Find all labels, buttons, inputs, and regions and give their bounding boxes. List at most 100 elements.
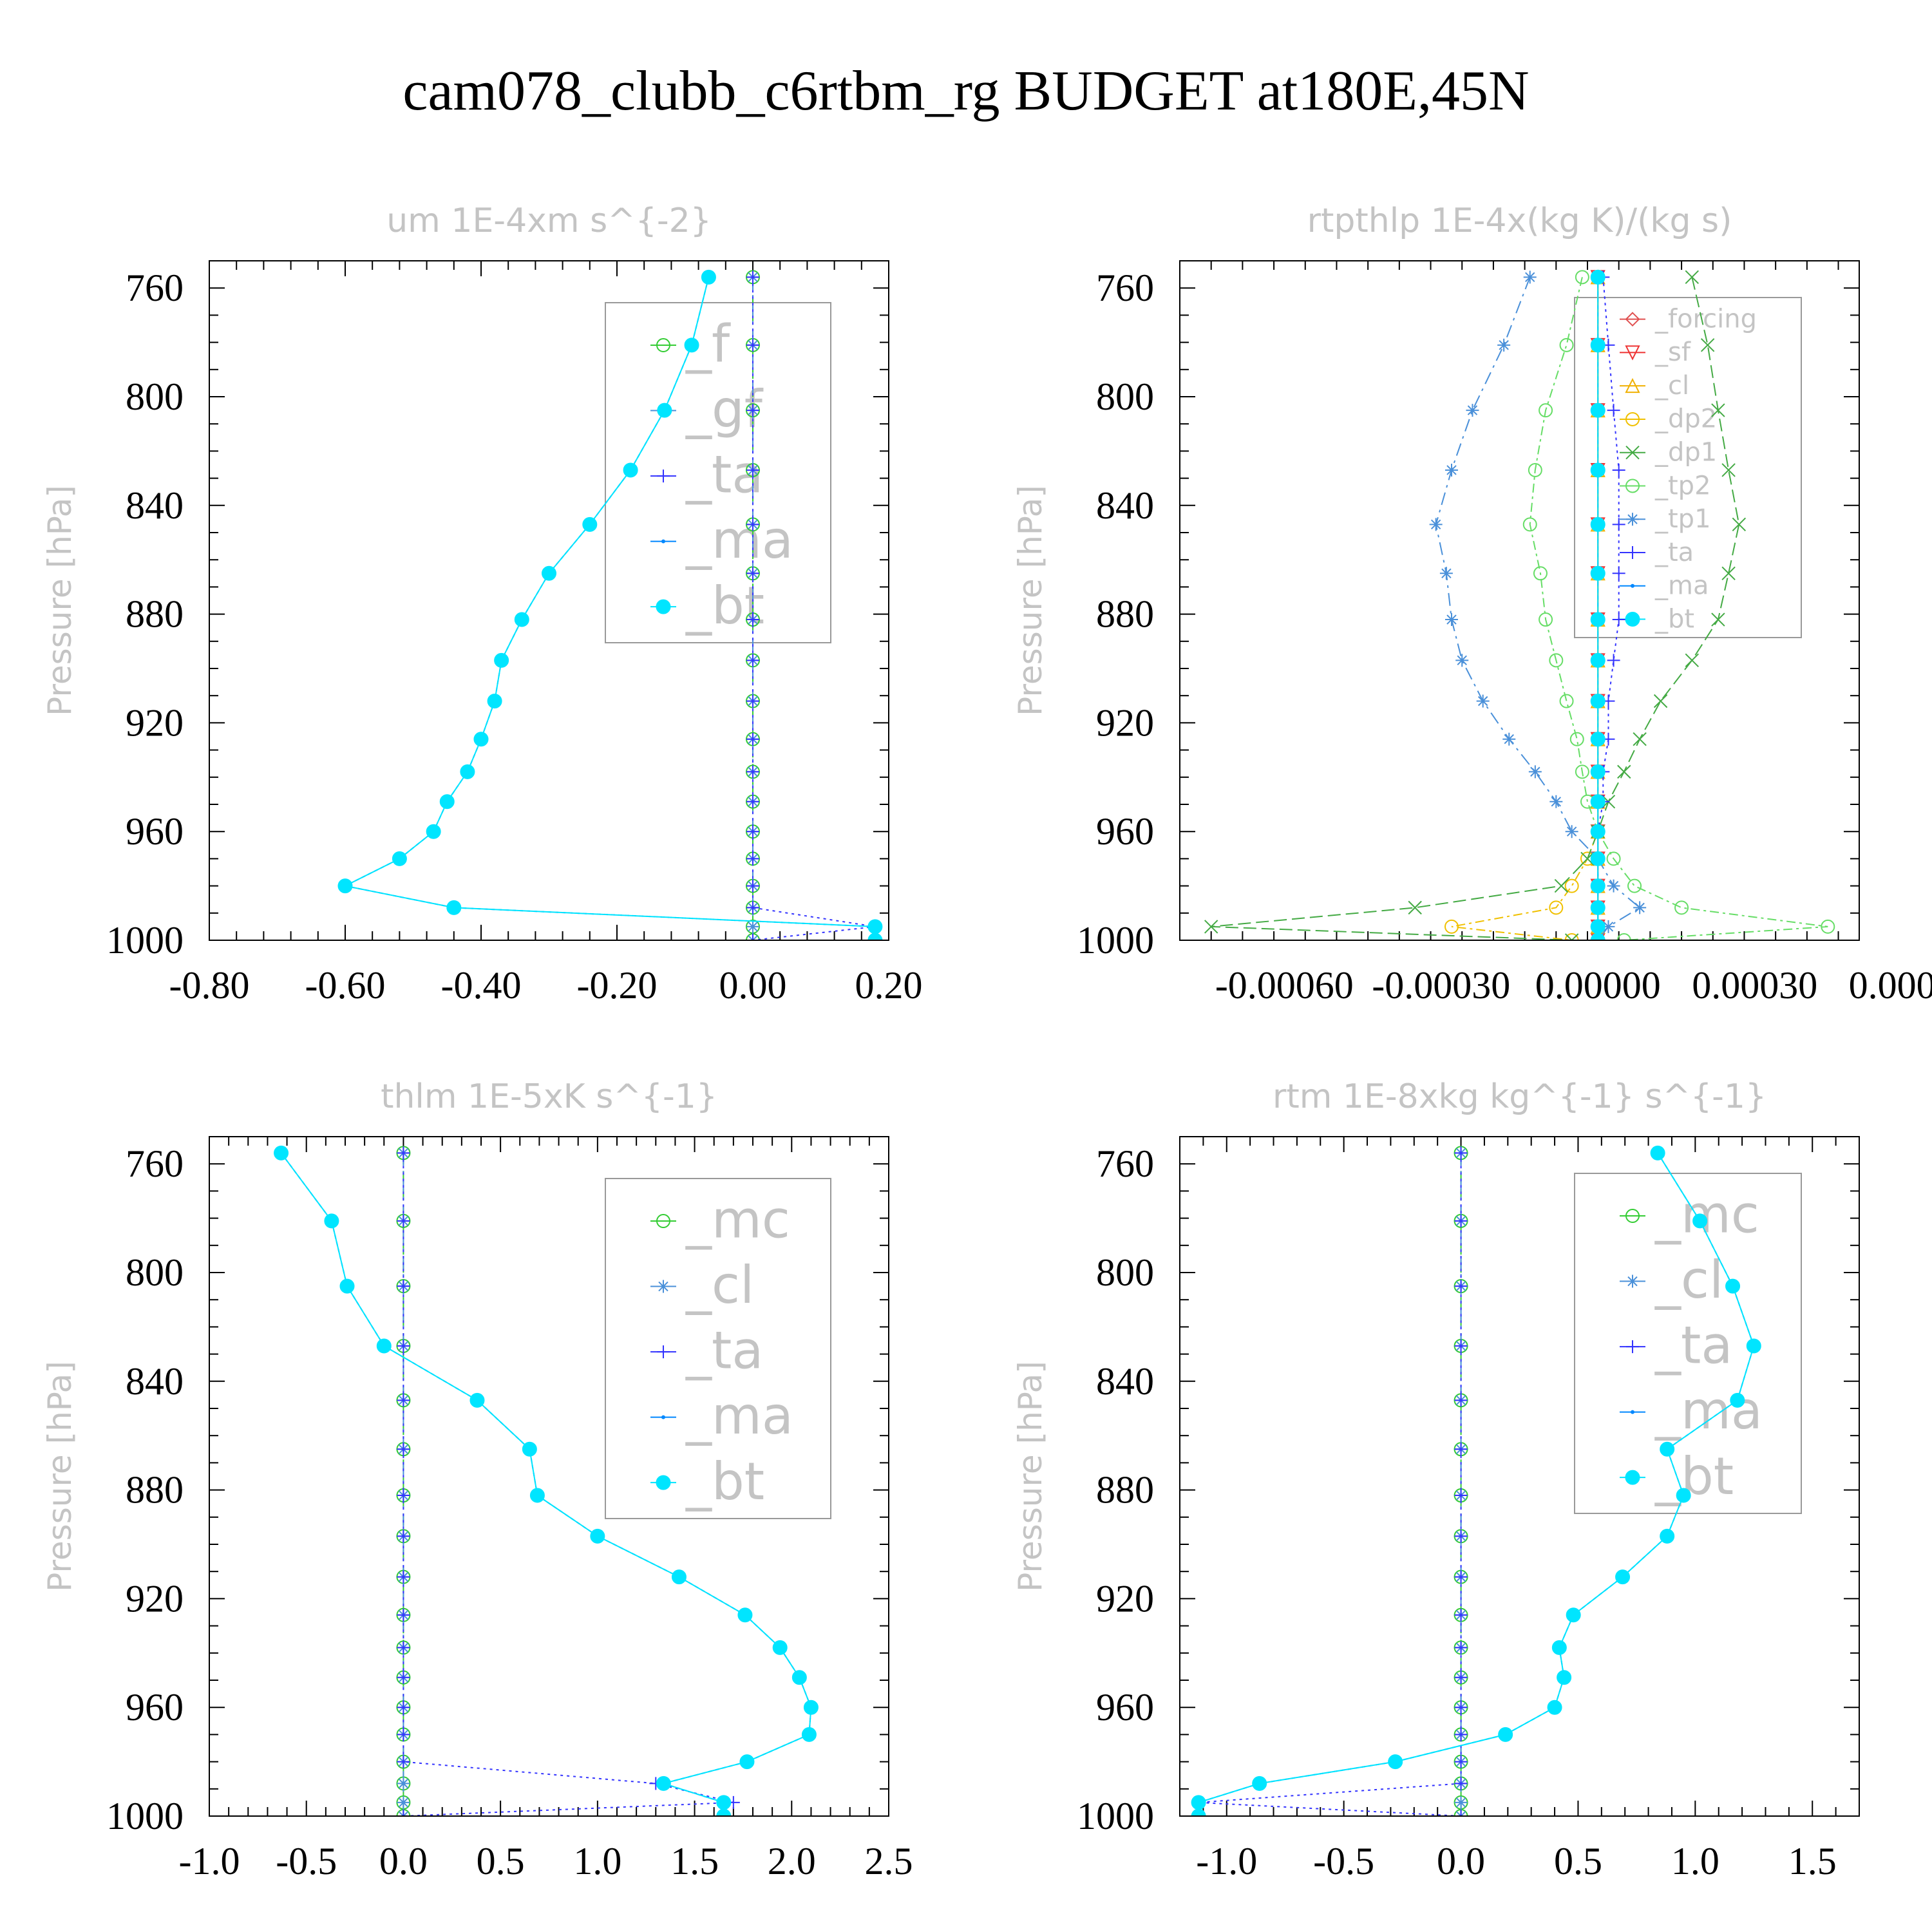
data-point (397, 1443, 410, 1456)
data-point (1633, 732, 1647, 746)
y-tick-label: 960 (126, 810, 184, 853)
series_dp2 (1444, 270, 1605, 940)
legend-marker (1626, 1340, 1639, 1354)
data-point (1502, 732, 1516, 746)
axis-ticks (1179, 1136, 1860, 1817)
data-point (746, 879, 759, 893)
data-point (1455, 654, 1469, 667)
y-tick-label: 760 (126, 267, 184, 309)
data-point (582, 516, 598, 532)
x-tick-label: 1.5 (670, 1840, 719, 1882)
data-point (1612, 613, 1625, 627)
legend: _mc_cl_ta_ma_bt (1574, 1173, 1802, 1514)
data-point (522, 1441, 537, 1457)
data-point (1627, 878, 1642, 893)
data-point (739, 1754, 755, 1770)
y-tick-label: 760 (1096, 1142, 1154, 1185)
data-point (397, 1728, 410, 1741)
data-point (656, 1776, 671, 1791)
data-point (1454, 1701, 1468, 1714)
legend-label: _ma (1654, 1381, 1763, 1441)
x-tick-label: -0.60 (305, 964, 386, 1007)
series-line (1435, 276, 1641, 940)
y-axis-label: Pressure [hPa] (1012, 485, 1049, 716)
series-line (1529, 277, 1828, 940)
data-point (324, 1213, 339, 1229)
data-point (397, 1339, 410, 1352)
data-point (746, 518, 759, 531)
legend: _mc_cl_ta_ma_bt (605, 1178, 831, 1519)
data-point (1528, 765, 1542, 779)
data-point (1590, 337, 1605, 353)
panel-title: rtpthlp 1E-4x(kg K)/(kg s) (1307, 202, 1732, 240)
series-line (752, 277, 876, 940)
y-tick-label: 840 (1096, 1360, 1154, 1403)
data-point (1564, 933, 1579, 940)
data-point (397, 1489, 410, 1502)
data-point (1533, 566, 1548, 581)
x-tick-label: 1.0 (573, 1840, 621, 1882)
legend-marker (1625, 312, 1640, 327)
data-point (1590, 402, 1605, 418)
axis-ticks (1179, 260, 1859, 941)
series_bt (1590, 269, 1605, 940)
legend-marker (661, 1415, 665, 1419)
data-point (1590, 694, 1605, 709)
data-point (1685, 653, 1700, 668)
data-point (1674, 900, 1689, 915)
data-point (339, 1278, 355, 1294)
series_ta (397, 1146, 740, 1816)
data-point (1566, 1607, 1581, 1623)
series_tp1 (1429, 270, 1647, 940)
legend-marker (1625, 412, 1640, 426)
data-point (1497, 338, 1511, 352)
x-tick-label: 0.5 (477, 1840, 525, 1882)
x-tick-label: -0.20 (577, 964, 658, 1007)
legend-marker (1625, 478, 1640, 493)
data-point (1454, 1530, 1468, 1543)
legend-marker (657, 469, 670, 483)
y-axis-label: Pressure [hPa] (1012, 1361, 1049, 1592)
x-tick-label: 1.5 (1788, 1840, 1837, 1882)
data-point (460, 764, 475, 779)
data-point (1746, 1338, 1761, 1354)
data-point (439, 794, 455, 810)
data-point (1454, 1810, 1468, 1816)
series_ta (1591, 270, 1625, 940)
data-point (1607, 654, 1620, 667)
data-point (1559, 337, 1574, 352)
data-point (397, 1755, 410, 1768)
data-point (494, 652, 509, 668)
legend-label: _ta (1654, 538, 1694, 567)
data-point (684, 337, 699, 353)
data-point (1191, 1795, 1206, 1810)
y-tick-label: 1000 (106, 919, 184, 961)
data-point (1590, 878, 1605, 894)
data-point (746, 825, 759, 838)
data-point (397, 1394, 410, 1407)
legend-label: _ta (685, 1321, 763, 1381)
data-point (867, 919, 883, 934)
x-tick-label: 0.00030 (1692, 964, 1817, 1007)
legend-label: _forcing (1654, 304, 1757, 334)
y-tick-label: 760 (126, 1142, 184, 1185)
x-tick-label: -0.5 (1313, 1840, 1374, 1882)
data-point (1439, 567, 1453, 580)
data-point (1476, 694, 1490, 708)
y-tick-label: 920 (1096, 701, 1154, 744)
data-point (397, 1777, 410, 1790)
data-point (1653, 694, 1668, 708)
data-point (1590, 462, 1605, 478)
y-tick-label: 800 (1096, 1251, 1154, 1294)
data-point (1466, 404, 1479, 417)
data-point (1564, 933, 1579, 940)
x-tick-label: 0.0 (379, 1840, 428, 1882)
y-tick-label: 1000 (106, 1795, 184, 1837)
data-point (1590, 612, 1605, 627)
data-point (746, 654, 759, 667)
data-point (1429, 518, 1443, 531)
data-point (746, 795, 759, 808)
data-point (1721, 566, 1736, 581)
data-point (746, 270, 759, 284)
